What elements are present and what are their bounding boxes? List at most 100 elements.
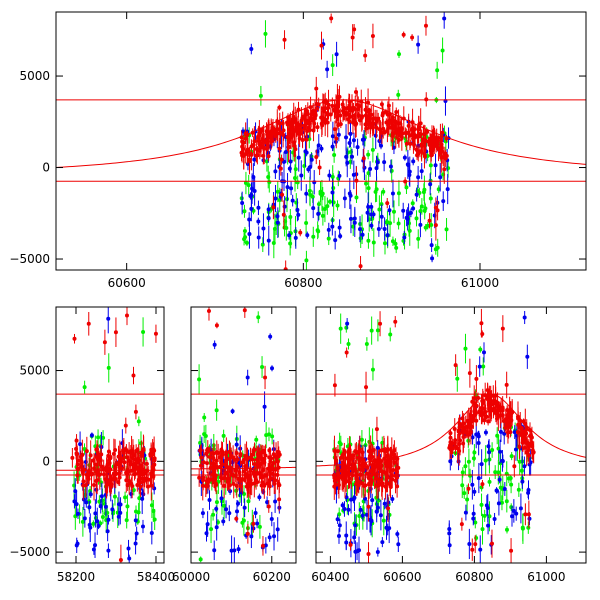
data-point xyxy=(288,214,293,219)
data-point xyxy=(84,500,89,505)
data-point xyxy=(133,541,138,546)
data-point xyxy=(132,472,137,477)
data-point xyxy=(430,256,435,261)
data-point xyxy=(271,461,276,466)
data-point xyxy=(127,478,132,483)
data-point xyxy=(366,186,371,191)
data-point xyxy=(455,376,460,381)
data-point xyxy=(245,456,250,461)
data-point xyxy=(125,504,130,509)
data-point xyxy=(428,196,433,201)
data-point xyxy=(378,513,383,518)
data-point xyxy=(316,143,321,148)
data-point xyxy=(385,201,390,206)
data-point xyxy=(526,490,531,495)
data-point xyxy=(360,137,365,142)
data-point xyxy=(346,455,351,460)
data-point xyxy=(405,162,410,167)
data-point xyxy=(246,481,251,486)
data-point xyxy=(386,506,391,511)
data-point xyxy=(204,478,209,483)
data-point xyxy=(522,464,527,469)
data-point xyxy=(277,497,282,502)
data-point xyxy=(358,264,363,269)
data-point xyxy=(285,185,290,190)
data-point xyxy=(473,542,478,547)
data-point xyxy=(289,186,294,191)
data-point xyxy=(355,480,360,485)
data-point xyxy=(237,470,242,475)
data-point xyxy=(264,433,269,438)
data-point xyxy=(354,450,359,455)
data-point xyxy=(260,242,265,247)
data-point xyxy=(284,196,289,201)
data-point xyxy=(221,519,226,524)
data-point xyxy=(448,435,453,440)
data-point xyxy=(282,225,287,230)
data-point xyxy=(273,499,278,504)
data-point xyxy=(337,523,342,528)
data-point xyxy=(238,453,243,458)
data-point xyxy=(272,534,277,539)
data-point xyxy=(429,243,434,248)
data-point xyxy=(361,156,366,161)
data-point xyxy=(370,367,375,372)
data-point xyxy=(228,469,233,474)
data-point xyxy=(520,440,525,445)
x-tick-label: 58200 xyxy=(57,570,95,584)
data-point xyxy=(400,131,405,136)
data-point xyxy=(335,517,340,522)
data-point xyxy=(234,488,239,493)
model-curve xyxy=(191,466,296,470)
data-point xyxy=(268,131,273,136)
data-point xyxy=(222,503,227,508)
data-point xyxy=(256,205,261,210)
data-point xyxy=(116,514,121,519)
data-point xyxy=(476,434,481,439)
data-point xyxy=(363,107,368,112)
data-point xyxy=(340,452,345,457)
data-point xyxy=(504,382,509,387)
data-point xyxy=(144,477,149,482)
data-point xyxy=(396,221,401,226)
data-point xyxy=(91,521,96,526)
data-point xyxy=(245,147,250,152)
data-point xyxy=(129,481,134,486)
data-point xyxy=(127,556,132,561)
data-point xyxy=(342,196,347,201)
data-point xyxy=(269,517,274,522)
data-point xyxy=(484,503,489,508)
data-point xyxy=(79,464,84,469)
data-point xyxy=(214,525,219,530)
data-point xyxy=(311,108,316,113)
data-point xyxy=(500,326,505,331)
data-point xyxy=(490,448,495,453)
data-point xyxy=(124,313,129,318)
data-point xyxy=(381,110,386,115)
data-point xyxy=(369,469,374,474)
data-point xyxy=(136,510,141,515)
data-point xyxy=(106,548,111,553)
data-point xyxy=(332,127,337,132)
data-point xyxy=(522,315,527,320)
data-point xyxy=(498,449,503,454)
data-point xyxy=(329,16,334,21)
data-point xyxy=(435,68,440,73)
data-point xyxy=(258,145,263,150)
data-point xyxy=(133,463,138,468)
data-point xyxy=(280,192,285,197)
data-point xyxy=(402,155,407,160)
data-point xyxy=(198,463,203,468)
data-point xyxy=(117,460,122,465)
data-point xyxy=(320,123,325,128)
data-point xyxy=(431,133,436,138)
data-point xyxy=(481,364,486,369)
data-point xyxy=(347,141,352,146)
data-point xyxy=(374,509,379,514)
data-point xyxy=(252,188,257,193)
data-point xyxy=(124,448,129,453)
data-point xyxy=(402,235,407,240)
data-point xyxy=(421,190,426,195)
data-point xyxy=(470,424,475,429)
data-point xyxy=(390,191,395,196)
